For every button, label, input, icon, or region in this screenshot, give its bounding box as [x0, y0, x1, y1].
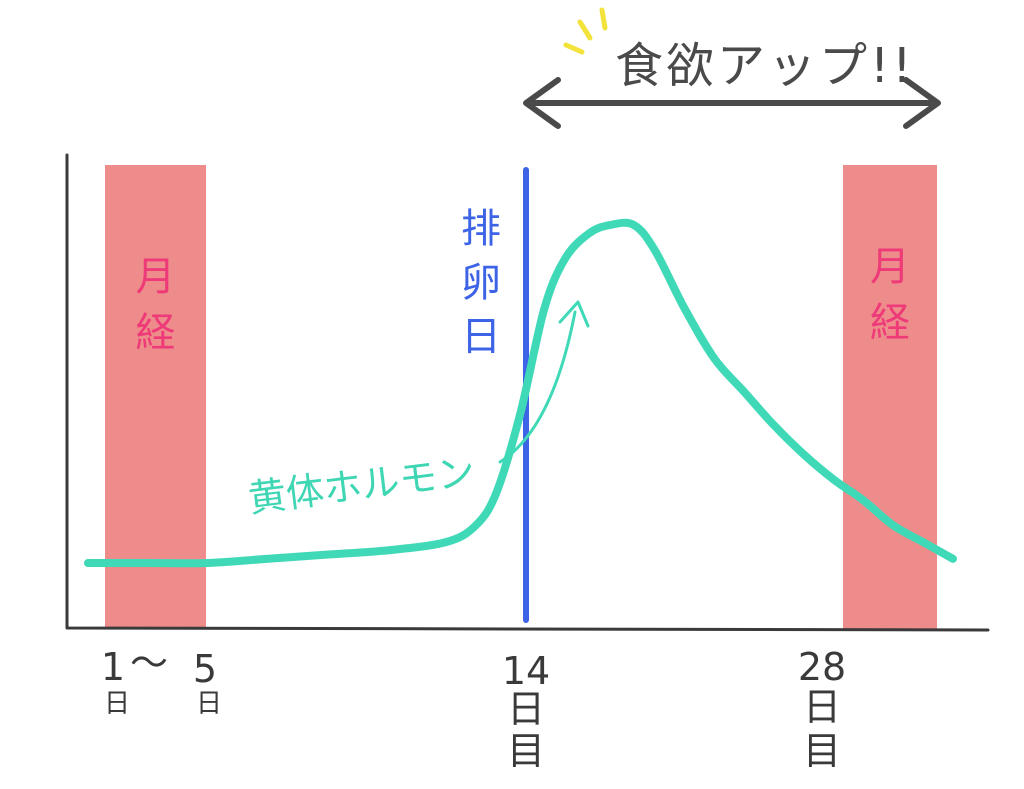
x-tick-label: 28	[798, 645, 846, 689]
appetite-label: 食欲アップ!!	[615, 38, 915, 94]
x-tick-label-unit: 目	[803, 729, 841, 773]
axes	[65, 153, 990, 632]
x-tick-label-unit: 日	[803, 685, 841, 729]
menstruation-label: 月	[136, 254, 176, 300]
hormone-curve-layer: 黄体ホルモン	[84, 218, 957, 568]
x-tick-label: ～	[130, 641, 168, 685]
appetite-arrow-left-head	[523, 77, 561, 129]
sparkle-mark	[563, 42, 585, 55]
menstruation-label: 経	[136, 310, 176, 356]
sparkle-mark	[599, 7, 608, 31]
menstruation-band	[105, 165, 206, 629]
ovulation-label: 卵	[461, 260, 501, 306]
x-tick-label-unit: 目	[507, 729, 545, 773]
x-tick-label: 5	[193, 647, 217, 691]
x-tick-label: 1	[101, 645, 125, 689]
ovulation-label: 排	[461, 206, 501, 252]
sparkle-mark	[577, 19, 593, 41]
hormone-pointer-arrowhead	[558, 300, 590, 328]
ovulation-marker: 排卵日	[461, 167, 529, 623]
x-tick-label-unit: 日	[104, 689, 130, 719]
hormone-pointer-line	[498, 310, 577, 464]
x-tick-label: 14	[502, 649, 550, 693]
x-tick-label-unit: 日	[196, 689, 222, 719]
menstruation-label: 月	[870, 244, 910, 290]
x-tick-label-unit: 日	[507, 687, 545, 731]
hormone-curve	[84, 218, 957, 568]
appetite-arrow-right-head	[903, 77, 941, 129]
ovulation-label: 日	[461, 314, 501, 360]
hormone-series-label: 黄体ホルモン	[246, 449, 478, 520]
appetite-annotation: 食欲アップ!!	[523, 7, 941, 129]
menstruation-label: 経	[870, 300, 910, 346]
menstruation-band	[843, 165, 937, 629]
axis-lines	[65, 153, 990, 632]
